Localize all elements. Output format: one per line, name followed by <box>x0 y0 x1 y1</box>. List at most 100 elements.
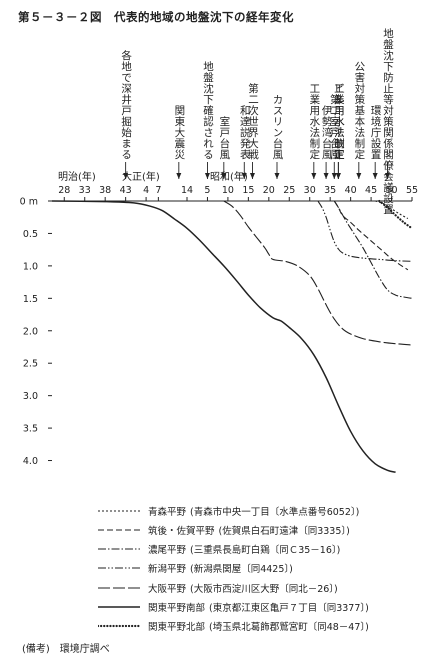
event-arrow-head <box>123 173 129 179</box>
y-tick-label: 1.0 <box>23 261 38 272</box>
event-label: 地盤沈下確認される <box>201 61 214 160</box>
legend-label: 青森平野 <box>148 506 187 518</box>
event-arrow-head <box>176 173 182 179</box>
event-label: 室戸台風 <box>218 116 231 160</box>
x-tick-label: 28 <box>58 185 70 196</box>
legend-swatch <box>98 548 140 550</box>
x-tick-label: 7 <box>155 185 161 196</box>
chart-title: 第５－３－２図 代表的地域の地盤沈下の経年変化 <box>18 10 294 24</box>
era-label: 昭和(年) <box>210 172 248 183</box>
x-tick-label: 38 <box>99 185 111 196</box>
legend-location: (佐賀県白石町遠津〔同3335〕) <box>218 525 350 537</box>
event-label: 和達説発表 <box>238 105 251 160</box>
x-tick-label: 35 <box>324 185 336 196</box>
event-label: ビル用水法制定 <box>332 83 345 160</box>
series-line-2 <box>333 200 413 299</box>
legend-swatch <box>98 567 140 569</box>
y-tick-label: 4.0 <box>23 456 38 467</box>
y-tick-label: 2.5 <box>23 359 38 370</box>
x-tick-label: 14 <box>181 185 193 196</box>
x-axis-ticks: 28 33 38 43 4 7 14 5 10 15 20 25 30 35 40 45 50 55 <box>52 185 418 202</box>
event-arrow-head <box>356 173 362 179</box>
event-arrow-head <box>274 173 280 179</box>
legend-location: (三重県長島町白鶏〔同Ｃ35－16〕) <box>190 545 341 557</box>
event-arrow-head <box>331 173 337 179</box>
event-label: 工業用水法制定 <box>308 83 321 160</box>
event-label: 地盤沈下防止等対策関係閣僚会議設置 <box>381 28 394 215</box>
era-label: 大正(年) <box>122 172 160 183</box>
era-label: 明治(年) <box>58 172 96 183</box>
legend-item: 新潟平野 (新潟県関屋〔同4425〕) <box>98 561 293 576</box>
legend-swatch <box>98 587 140 589</box>
series-line-3 <box>317 200 413 262</box>
x-tick-label: 50 <box>385 185 397 196</box>
x-tick-label: 43 <box>120 185 132 196</box>
event-arrow-head <box>335 173 341 179</box>
legend-item: 筑後・佐賀平野 (佐賀県白石町遠津〔同3335〕) <box>98 522 350 537</box>
y-tick-label: 0 m <box>20 197 38 208</box>
event-label: 伊勢湾台風 <box>320 105 333 160</box>
legend-item: 関東平野南部 (東京都江東区亀戸７丁目〔同3377〕) <box>98 600 369 615</box>
y-axis: 0 m 0.5 1.0 1.5 2.0 2.5 3.0 3.5 4.0 <box>20 197 52 467</box>
y-tick-label: 1.5 <box>23 294 38 305</box>
legend-item: 青森平野 (青森市中央一丁目〔水準点番号6052〕) <box>98 503 359 518</box>
x-tick-label: 30 <box>304 185 316 196</box>
x-tick-label: 4 <box>143 185 149 196</box>
legend-swatch <box>98 625 140 628</box>
event-label: 工業用水法改正 <box>332 83 345 160</box>
x-tick-label: 20 <box>263 185 275 196</box>
event-label: 第二次世界大戦 <box>246 83 259 160</box>
series-line-1 <box>333 200 409 271</box>
event-arrow-head <box>323 173 329 179</box>
x-tick-label: 10 <box>222 185 234 196</box>
event-arrow-head <box>372 173 378 179</box>
legend-location: (新潟県関屋〔同4425〕) <box>190 564 293 576</box>
legend-swatch <box>98 606 140 608</box>
legend-swatch <box>98 529 140 531</box>
series-line-4 <box>223 200 413 346</box>
event-arrow-head <box>204 173 210 179</box>
x-tick-label: 5 <box>204 185 210 196</box>
event-label: 公害対策基本法制定 <box>353 61 366 160</box>
x-tick-label: 33 <box>79 185 91 196</box>
legend-item: 関東平野北部 (埼玉県北葛飾郡鷲宮町〔同48－47〕) <box>98 619 369 634</box>
legend-label: 大阪平野 <box>148 583 187 595</box>
legend-item: 濃尾平野 (三重県長島町白鶏〔同Ｃ35－16〕) <box>98 542 340 557</box>
event-label: 環境庁設置 <box>369 105 382 160</box>
series-line-6 <box>378 199 414 230</box>
y-tick-label: 3.0 <box>23 391 38 402</box>
y-tick-label: 0.5 <box>23 229 38 240</box>
legend-label: 新潟平野 <box>148 564 187 576</box>
legend-location: (大阪市西淀川区大野〔同北－26〕) <box>190 583 338 595</box>
series-line-5 <box>51 200 396 473</box>
event-label: カスリン台風 <box>271 94 284 160</box>
legend-swatch <box>98 509 140 512</box>
legend-label: 関東平野北部 <box>148 622 206 634</box>
x-tick-label: 25 <box>283 185 295 196</box>
x-tick-label: 15 <box>242 185 254 196</box>
x-tick-label: 40 <box>345 185 357 196</box>
legend-location: (青森市中央一丁目〔水準点番号6052〕) <box>190 506 360 518</box>
event-arrow-head <box>384 173 390 179</box>
x-tick-label: 45 <box>365 185 377 196</box>
source-note: (備考) 環境庁調べ <box>22 644 110 655</box>
event-arrows <box>123 162 390 179</box>
legend-label: 濃尾平野 <box>148 545 187 557</box>
legend-item: 大阪平野 (大阪市西淀川区大野〔同北－26〕) <box>98 580 338 595</box>
event-label: 第二室戸台風 <box>328 94 341 160</box>
series-lines <box>51 199 414 473</box>
legend-location: (東京都江東区亀戸７丁目〔同3377〕) <box>209 603 369 614</box>
legend-label: 筑後・佐賀平野 <box>148 525 215 537</box>
x-tick-label: 55 <box>406 185 418 196</box>
event-label: 関東大震災 <box>173 105 186 160</box>
event-arrow-head <box>311 173 317 179</box>
event-label: 各地で深井戸掘始まる <box>120 50 133 160</box>
y-tick-label: 3.5 <box>23 424 38 435</box>
y-tick-label: 2.0 <box>23 326 38 337</box>
legend-location: (埼玉県北葛飾郡鷲宮町〔同48－47〕) <box>209 622 369 634</box>
legend-label: 関東平野南部 <box>148 603 206 614</box>
event-arrow-head <box>221 173 227 179</box>
event-arrow-head <box>241 173 247 179</box>
event-arrow-head <box>249 173 255 179</box>
